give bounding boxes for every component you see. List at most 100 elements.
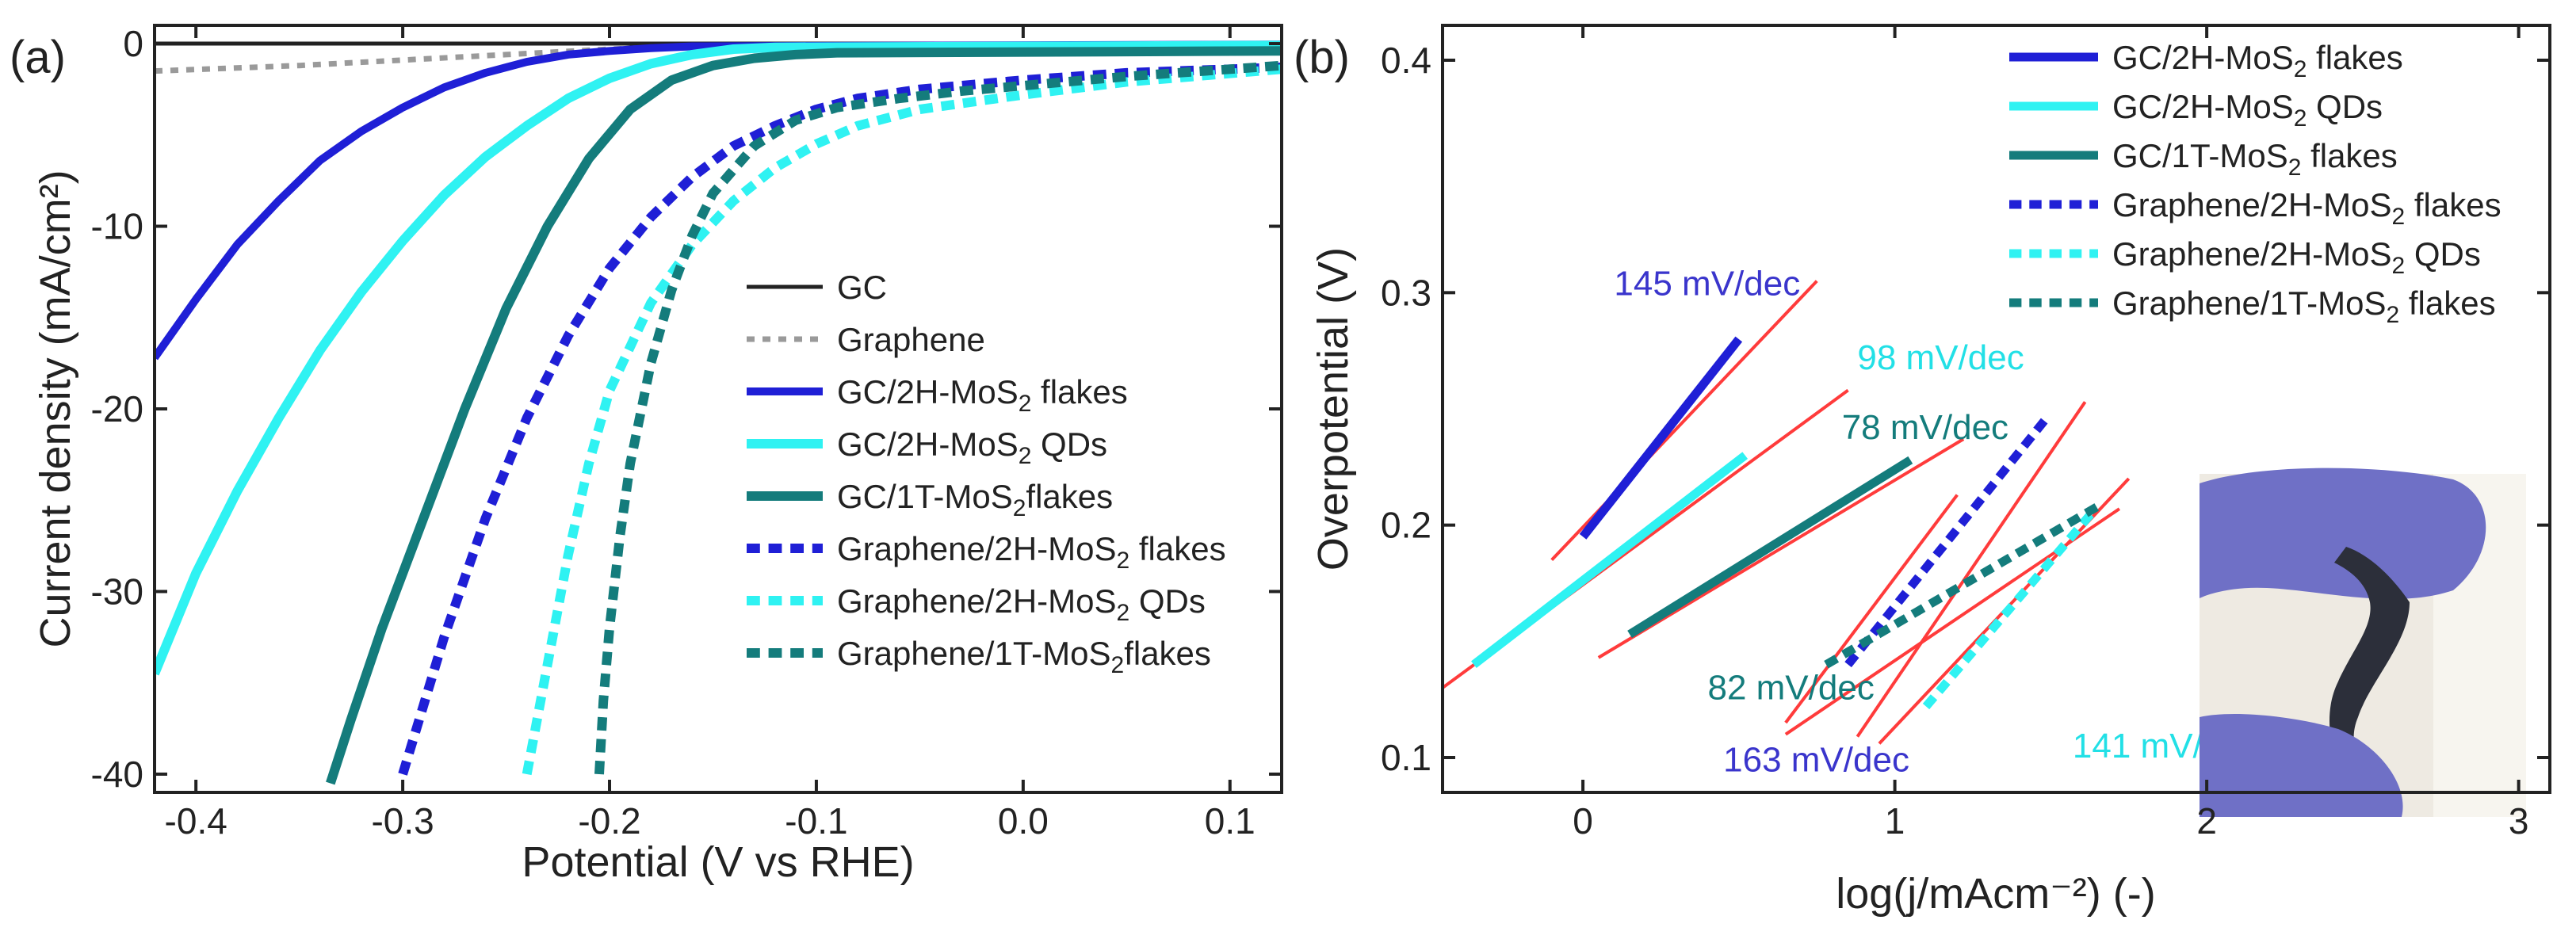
panel-a-ytick-label: -30 [91, 571, 143, 612]
legend-subscript: 2 [2387, 302, 2400, 328]
legend-text: GC/1T-MoS [837, 478, 1013, 515]
panel-b-series-group [1471, 336, 2100, 710]
legend-subscript: 2 [2392, 204, 2406, 230]
legend-label-graphene-2h-mos2-flakes: Graphene/2H-MoS2 flakes [2112, 186, 2501, 230]
legend-text: GC/1T-MoS [2112, 137, 2288, 174]
legend-label-gc-2h-mos2-flakes: GC/2H-MoS2 flakes [837, 373, 1128, 417]
panel-a-ytick-label: -40 [91, 754, 143, 795]
legend-label-graphene-1t-mos2-flakes: Graphene/1T-MoS2flakes [837, 635, 1211, 678]
legend-text: Graphene/2H-MoS [837, 530, 1117, 567]
legend-text: GC/2H-MoS [2112, 88, 2294, 125]
panel-a-series-group [155, 40, 1282, 785]
legend-label-gc-2h-mos2-flakes: GC/2H-MoS2 flakes [2112, 39, 2403, 82]
panel-a-xtick-label: -0.3 [371, 800, 434, 842]
panel-b-xlabel: log(j/mAcm⁻²) (-) [1836, 870, 2155, 918]
panel-a-series-gc-2h-mos2-flakes [155, 40, 1282, 361]
panel-a-ytick-label: -10 [91, 206, 143, 247]
legend-suffix: flakes [1129, 530, 1225, 567]
legend-suffix: flakes [2301, 137, 2397, 174]
legend-label-gc-2h-mos2-qds: GC/2H-MoS2 QDs [837, 426, 1107, 469]
legend-text: Graphene/2H-MoS [2112, 186, 2392, 223]
panel-b-fit-line [1856, 401, 2087, 738]
legend-text: GC/2H-MoS [837, 426, 1019, 463]
panel-b-xtick-label: 0 [1573, 800, 1593, 842]
slope-annotation: 78 mV/dec [1842, 408, 2008, 447]
panel-a-xtick-label: -0.1 [785, 800, 847, 842]
panel-b-ytick-label: 0.4 [1381, 40, 1431, 81]
panel-a-series-gc-2h-mos2-qds [155, 40, 1282, 676]
legend-suffix: flakes [2307, 39, 2402, 76]
panel-a-series-graphene-2h-mos2-flakes [398, 63, 1282, 776]
panel-a-series-graphene-2h-mos2-qds [522, 64, 1282, 776]
panel-a-ticks: -0.4 -0.3 -0.2 -0.1 0.0 0.1 0 -10 -20 -30 -40 [91, 23, 1282, 842]
panel-a: (a) -0.4 -0.3 -0.2 -0.1 0.0 0.10-10-20-30-40 … [10, 23, 1283, 886]
panel-b-ytick-label: 0.3 [1381, 272, 1431, 313]
legend-label-graphene-1t-mos2-flakes: Graphene/1T-MoS2 flakes [2112, 284, 2496, 328]
legend-text: Graphene/2H-MoS [837, 582, 1117, 620]
panel-b-series-graphene-2h-mos2-qds [1922, 510, 2095, 710]
panel-a-series-graphene-1t-mos2-flakes [594, 60, 1282, 775]
glove-top-icon [2200, 468, 2486, 600]
legend-label-graphene-2h-mos2-flakes: Graphene/2H-MoS2 flakes [837, 530, 1226, 574]
photo-inset [2200, 468, 2526, 817]
panel-b-ytick-label: 0.1 [1381, 737, 1431, 778]
legend-suffix: QDs [1129, 582, 1206, 620]
legend-suffix: flakes [1026, 478, 1113, 515]
legend-subscript: 2 [2294, 105, 2307, 132]
panel-b-series-gc-2h-mos2-qds [1471, 452, 1749, 669]
legend-subscript: 2 [1111, 652, 1125, 678]
legend-subscript: 2 [1013, 495, 1026, 521]
legend-suffix: QDs [2307, 88, 2383, 125]
legend-label-graphene: Graphene [837, 321, 985, 358]
panel-b-ylabel: Overpotential (V) [1309, 247, 1357, 571]
panel-a-ytick-label: -20 [91, 388, 143, 429]
panel-a-xtick-label: 0.0 [998, 800, 1049, 842]
panel-b-ticks: 0 1 2 3 0.1 0.2 0.3 0.4 [1381, 25, 2550, 842]
panel-b-label: (b) [1294, 32, 1350, 83]
panel-b-series-gc-1t-mos2-flakes [1627, 456, 1913, 639]
panel-b-fit-line [1550, 280, 1818, 562]
panel-b-fit-line [1784, 494, 1959, 724]
legend-text: Graphene/2H-MoS [2112, 235, 2392, 273]
panel-a-label: (a) [10, 32, 66, 83]
legend-label-gc-2h-mos2-qds: GC/2H-MoS2 QDs [2112, 88, 2383, 132]
panel-b-series-gc-2h-mos2-flakes [1579, 336, 1743, 540]
legend-text: Graphene/1T-MoS [2112, 284, 2387, 322]
panel-b-ytick-label: 0.2 [1381, 505, 1431, 546]
legend-label-gc: GC [837, 269, 887, 306]
panel-b-series-graphene-1t-mos2-flakes [1824, 502, 2100, 669]
slope-annotation: 82 mV/dec [1707, 669, 1874, 708]
slope-annotation: 145 mV/dec [1614, 264, 1800, 303]
legend-subscript: 2 [2294, 56, 2307, 82]
legend-subscript: 2 [2392, 253, 2406, 279]
panel-a-series-gc-1t-mos2-flakes [326, 46, 1282, 785]
legend-label-gc-1t-mos2-flakes: GC/1T-MoS2 flakes [2112, 137, 2398, 181]
panel-b: (b) 145 mV/dec 98 mV/dec 78 mV/dec 82 mV/de… [1294, 24, 2551, 918]
legend-label-graphene-2h-mos2-qds: Graphene/2H-MoS2 QDs [2112, 235, 2481, 279]
panel-b-xtick-label: 1 [1885, 800, 1905, 842]
legend-subscript: 2 [1019, 391, 1032, 417]
legend-text: Graphene [837, 321, 985, 358]
legend-text: GC/2H-MoS [2112, 39, 2294, 76]
legend-subscript: 2 [1117, 548, 1130, 574]
legend-text: GC/2H-MoS [837, 373, 1019, 410]
legend-suffix: flakes [1031, 373, 1127, 410]
panel-b-fit-line [1597, 437, 1965, 659]
panel-b-series-graphene-2h-mos2-flakes [1844, 418, 2048, 668]
legend-text: GC [837, 269, 887, 306]
legend-text: Graphene/1T-MoS [837, 635, 1111, 672]
panel-b-xtick-label: 2 [2196, 800, 2217, 842]
legend-subscript: 2 [1117, 600, 1130, 626]
legend-suffix: flakes [1124, 635, 1211, 672]
panel-a-xtick-label: -0.4 [165, 800, 227, 842]
legend-suffix: QDs [2405, 235, 2481, 273]
graphene-film-icon [2329, 547, 2410, 781]
legend-suffix: flakes [2399, 284, 2495, 322]
panel-a-xtick-label: 0.1 [1205, 800, 1256, 842]
legend-label-graphene-2h-mos2-qds: Graphene/2H-MoS2 QDs [837, 582, 1206, 626]
slope-annotation: 163 mV/dec [1723, 741, 1909, 780]
panel-b-xtick-label: 3 [2509, 800, 2529, 842]
legend-label-gc-1t-mos2-flakes: GC/1T-MoS2flakes [837, 478, 1113, 521]
